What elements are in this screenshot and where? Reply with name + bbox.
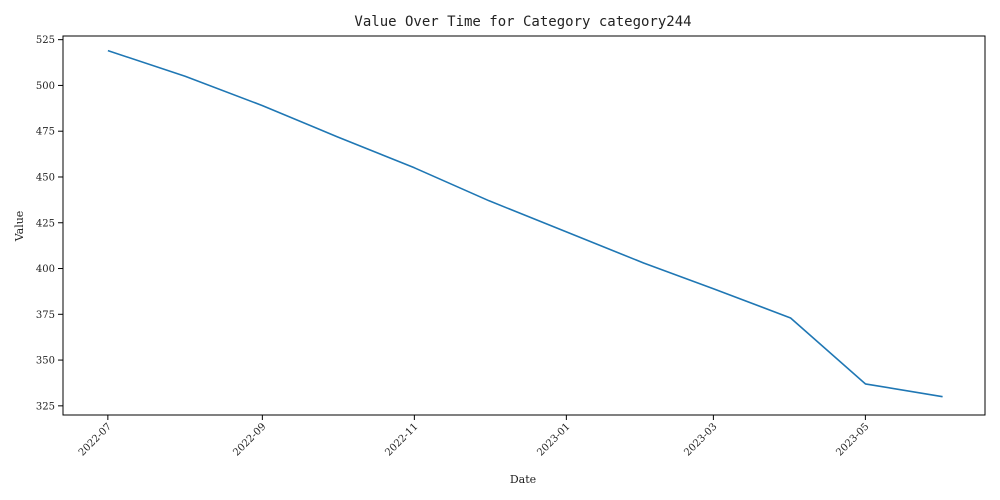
series-line [107,49,943,398]
y-tick-label: 325 [36,401,55,412]
y-tick-label: 525 [36,35,55,46]
chart-title: Value Over Time for Category category244 [354,14,691,30]
x-tick-label: 2023-01 [535,421,572,458]
y-tick-label: 400 [36,264,55,275]
x-axis: 2022-07 2022-09 2022-11 2023-01 2023-03 2023-… [77,415,872,459]
y-tick-label: 450 [36,172,55,183]
y-tick-label: 425 [36,218,55,229]
y-tick-label: 475 [36,127,55,138]
x-tick-label: 2022-09 [231,421,268,458]
y-tick-label: 500 [36,81,55,92]
x-axis-label: Date [510,473,536,486]
y-tick-label: 350 [36,356,55,367]
y-axis-label: Value [13,211,26,243]
y-tick-label: 375 [36,310,55,321]
x-tick-label: 2022-07 [77,421,114,458]
x-tick-label: 2023-05 [834,421,871,458]
series-group [107,49,943,398]
y-axis: 325 350 375 400 425 450 475 500 525 [36,35,63,412]
x-tick-label: 2023-03 [682,421,719,458]
x-tick-label: 2022-11 [383,421,420,458]
plot-area-frame [62,35,986,416]
